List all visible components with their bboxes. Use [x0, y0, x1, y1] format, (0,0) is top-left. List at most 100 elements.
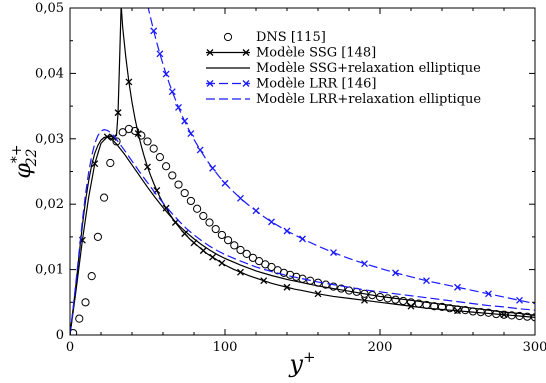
dns-point	[391, 295, 400, 304]
series-marker-3	[181, 117, 189, 125]
ssg-marker	[118, 8, 124, 9]
series-marker-1	[361, 296, 368, 304]
series-marker-3	[283, 227, 291, 235]
series-marker-3	[361, 260, 368, 268]
ticks-layer: 0 100 200 300 0 0,01 0,02 0,03 0,04 0,05	[35, 1, 546, 355]
dns-point	[93, 232, 103, 241]
x-axis-title-sup: +	[303, 348, 316, 366]
y-axis-title-sup: *+	[9, 144, 25, 163]
series-marker-1	[134, 130, 142, 138]
y-axis-title: φ*+22	[9, 144, 40, 178]
series-marker-3	[187, 130, 195, 138]
series-marker-1	[125, 78, 133, 86]
legend-entry: Modèle LRR+relaxation elliptique	[206, 92, 481, 107]
series-0	[70, 124, 535, 335]
series-marker-3	[485, 290, 492, 298]
y-tick-label: 0,02	[35, 197, 64, 212]
legend-marker	[206, 49, 214, 56]
dns-point	[106, 158, 115, 168]
dns-point	[461, 306, 470, 315]
series-marker-1	[199, 247, 207, 255]
dns-point	[279, 268, 288, 277]
series-marker-1	[209, 253, 217, 261]
series-marker-3	[196, 146, 204, 154]
dns-point	[199, 211, 208, 221]
legend-entry: Modèle LRR [146]	[206, 77, 376, 92]
dns-point	[180, 188, 189, 198]
dns-point	[383, 294, 392, 303]
series-marker-3	[423, 277, 430, 285]
dns-point	[399, 296, 408, 306]
dns-point	[255, 256, 264, 266]
dns-point	[267, 262, 276, 272]
series-marker-1	[181, 230, 189, 238]
series-layer	[70, 8, 535, 335]
series-marker-1	[407, 302, 415, 310]
series-marker-1	[144, 163, 151, 171]
legend-marker	[242, 80, 250, 87]
dns-point	[224, 236, 233, 245]
x-tick-label: 0	[66, 340, 74, 355]
dns-point	[168, 171, 177, 180]
dns-point	[70, 328, 78, 335]
legend-marker	[206, 80, 214, 87]
series-3	[144, 8, 535, 305]
series-marker-3	[237, 194, 244, 202]
dns-point	[100, 193, 109, 202]
dns-point	[87, 272, 96, 281]
series-2	[70, 136, 535, 335]
dns-point	[437, 302, 447, 311]
series-marker-3	[268, 218, 275, 226]
series-marker-3	[392, 269, 399, 277]
y-tick-label: 0,05	[35, 1, 64, 16]
series-marker-1	[118, 8, 124, 9]
dns-point	[193, 204, 202, 213]
dns-point	[248, 253, 257, 262]
series-marker-1	[162, 204, 170, 212]
legend-label: Modèle LRR+relaxation elliptique	[256, 92, 481, 107]
dns-point	[75, 314, 84, 323]
ssg-line-near-wall	[70, 8, 122, 335]
series-marker-3	[454, 283, 461, 291]
dns-point	[205, 218, 214, 227]
series-marker-1	[314, 290, 322, 298]
dns-point	[286, 270, 295, 279]
series-line-4	[70, 129, 535, 335]
legend: DNS [115]Modèle SSG [148]Modèle SSG+rela…	[206, 30, 481, 107]
y-axis-title-main: φ	[11, 163, 36, 179]
series-1	[70, 8, 535, 335]
series-marker-1	[283, 283, 291, 291]
series-marker-3	[144, 8, 151, 9]
series-4	[70, 129, 535, 335]
series-marker-3	[252, 207, 260, 215]
legend-marker	[242, 49, 250, 56]
x-axis-title: y+	[288, 348, 315, 378]
dns-point	[430, 302, 439, 311]
dns-point	[230, 241, 239, 250]
series-marker-3	[209, 164, 217, 172]
legend-entry: Modèle SSG [148]	[206, 46, 376, 61]
dns-point	[329, 282, 338, 291]
x-tick-label: 300	[523, 340, 546, 355]
dns-point	[337, 284, 346, 293]
x-axis-title-main: y	[288, 350, 303, 378]
series-marker-1	[218, 259, 226, 267]
dns-point	[236, 245, 245, 255]
series-line-2	[70, 136, 535, 335]
series-marker-1	[260, 277, 268, 285]
dns-point	[174, 180, 183, 189]
series-marker-3	[221, 179, 229, 187]
series-marker-3	[330, 249, 337, 257]
legend-label: Modèle SSG+relaxation elliptique	[256, 61, 481, 76]
y-tick-label: 0	[56, 328, 64, 343]
series-marker-3	[162, 70, 170, 78]
dns-point	[445, 304, 454, 313]
series-line-3	[147, 8, 535, 305]
dns-point	[149, 144, 158, 153]
x-tick-label: 100	[213, 340, 238, 355]
y-tick-label: 0,03	[35, 132, 64, 147]
dns-point	[186, 196, 195, 206]
legend-entry: Modèle SSG+relaxation elliptique	[206, 61, 481, 76]
series-marker-3	[156, 50, 164, 58]
